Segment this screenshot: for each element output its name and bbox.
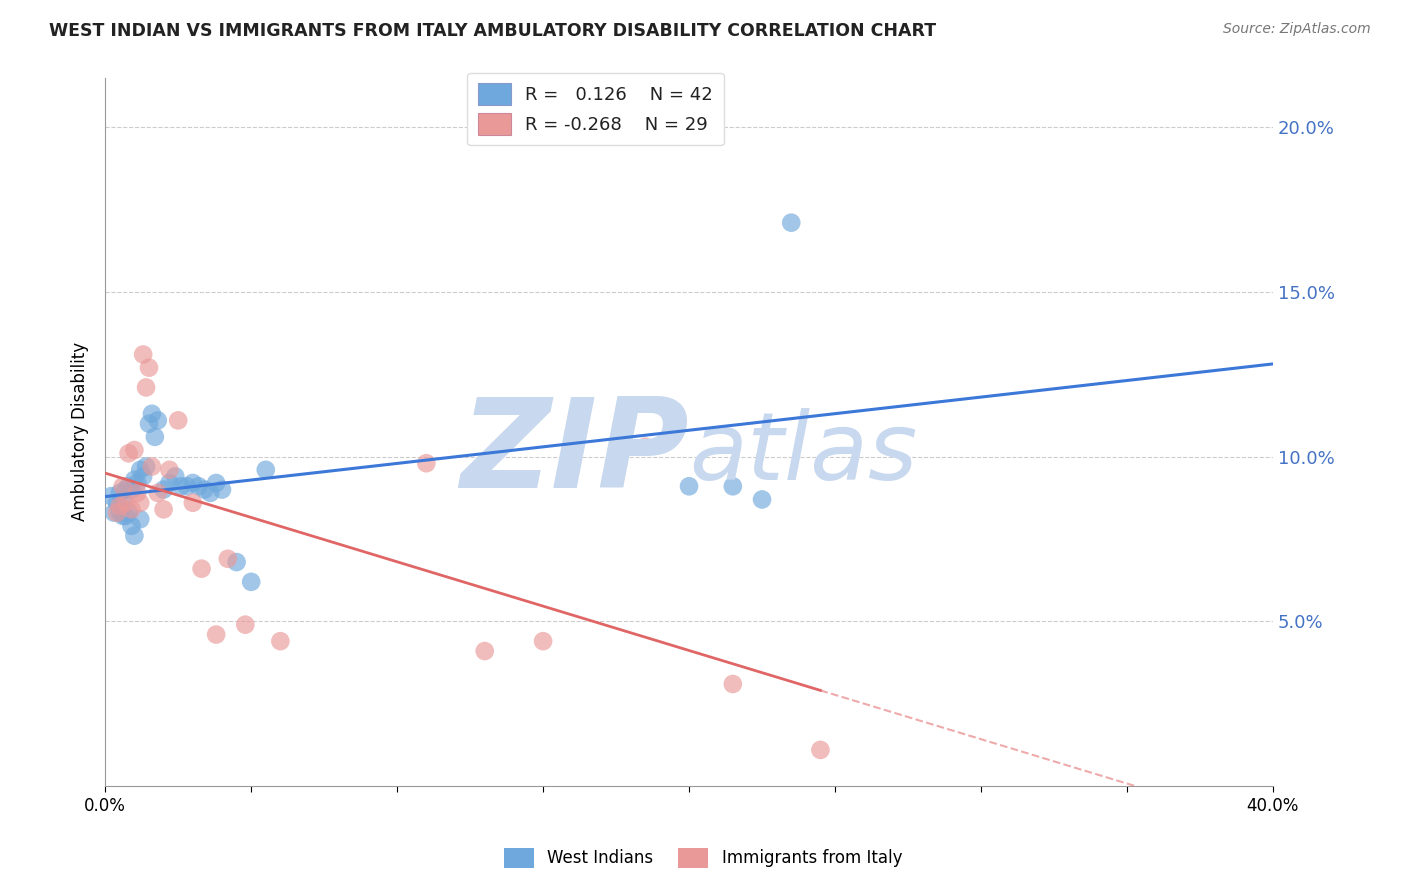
- Point: [108, 506, 131, 520]
- Point: [129, 512, 152, 526]
- Point: [531, 634, 554, 648]
- Point: [217, 551, 239, 566]
- Text: Source: ZipAtlas.com: Source: ZipAtlas.com: [1223, 22, 1371, 37]
- Point: [141, 459, 163, 474]
- Point: [132, 347, 155, 361]
- Point: [141, 407, 163, 421]
- Point: [721, 479, 744, 493]
- Point: [121, 483, 143, 497]
- Point: [124, 443, 146, 458]
- Point: [181, 496, 204, 510]
- Point: [135, 380, 157, 394]
- Point: [205, 627, 228, 641]
- Point: [117, 446, 139, 460]
- Point: [474, 644, 496, 658]
- Point: [167, 413, 190, 427]
- Point: [634, 440, 657, 454]
- Point: [108, 499, 131, 513]
- Point: [190, 562, 212, 576]
- Point: [114, 496, 136, 510]
- Point: [187, 479, 209, 493]
- Point: [159, 475, 181, 490]
- Point: [152, 502, 174, 516]
- Point: [240, 574, 263, 589]
- Point: [176, 479, 198, 493]
- Point: [146, 486, 169, 500]
- Point: [124, 473, 146, 487]
- Point: [117, 506, 139, 520]
- Point: [108, 486, 131, 500]
- Point: [135, 459, 157, 474]
- Point: [751, 492, 773, 507]
- Point: [124, 529, 146, 543]
- Legend: West Indians, Immigrants from Italy: West Indians, Immigrants from Italy: [498, 841, 908, 875]
- Point: [810, 743, 832, 757]
- Point: [127, 486, 149, 500]
- Point: [129, 463, 152, 477]
- Point: [143, 430, 166, 444]
- Point: [138, 417, 160, 431]
- Point: [200, 486, 222, 500]
- Point: [211, 483, 233, 497]
- Point: [678, 479, 700, 493]
- Point: [780, 216, 803, 230]
- Point: [111, 508, 134, 523]
- Point: [121, 518, 143, 533]
- Legend: R =   0.126    N = 42, R = -0.268    N = 29: R = 0.126 N = 42, R = -0.268 N = 29: [467, 72, 724, 145]
- Text: WEST INDIAN VS IMMIGRANTS FROM ITALY AMBULATORY DISABILITY CORRELATION CHART: WEST INDIAN VS IMMIGRANTS FROM ITALY AMB…: [49, 22, 936, 40]
- Point: [170, 479, 193, 493]
- Point: [100, 489, 122, 503]
- Point: [146, 413, 169, 427]
- Point: [138, 360, 160, 375]
- Point: [181, 475, 204, 490]
- Point: [165, 469, 187, 483]
- Point: [105, 496, 128, 510]
- Point: [225, 555, 247, 569]
- Text: ZIP: ZIP: [460, 392, 689, 514]
- Point: [114, 508, 136, 523]
- Point: [117, 479, 139, 493]
- Point: [129, 496, 152, 510]
- Point: [114, 483, 136, 497]
- Point: [193, 483, 215, 497]
- Point: [269, 634, 291, 648]
- Point: [233, 617, 256, 632]
- Point: [159, 463, 181, 477]
- Y-axis label: Ambulatory Disability: Ambulatory Disability: [72, 343, 89, 522]
- Text: atlas: atlas: [689, 408, 917, 499]
- Point: [111, 479, 134, 493]
- Point: [105, 506, 128, 520]
- Point: [132, 469, 155, 483]
- Point: [111, 492, 134, 507]
- Point: [205, 475, 228, 490]
- Point: [121, 502, 143, 516]
- Point: [254, 463, 277, 477]
- Point: [415, 456, 437, 470]
- Point: [103, 506, 125, 520]
- Point: [127, 475, 149, 490]
- Point: [721, 677, 744, 691]
- Point: [152, 483, 174, 497]
